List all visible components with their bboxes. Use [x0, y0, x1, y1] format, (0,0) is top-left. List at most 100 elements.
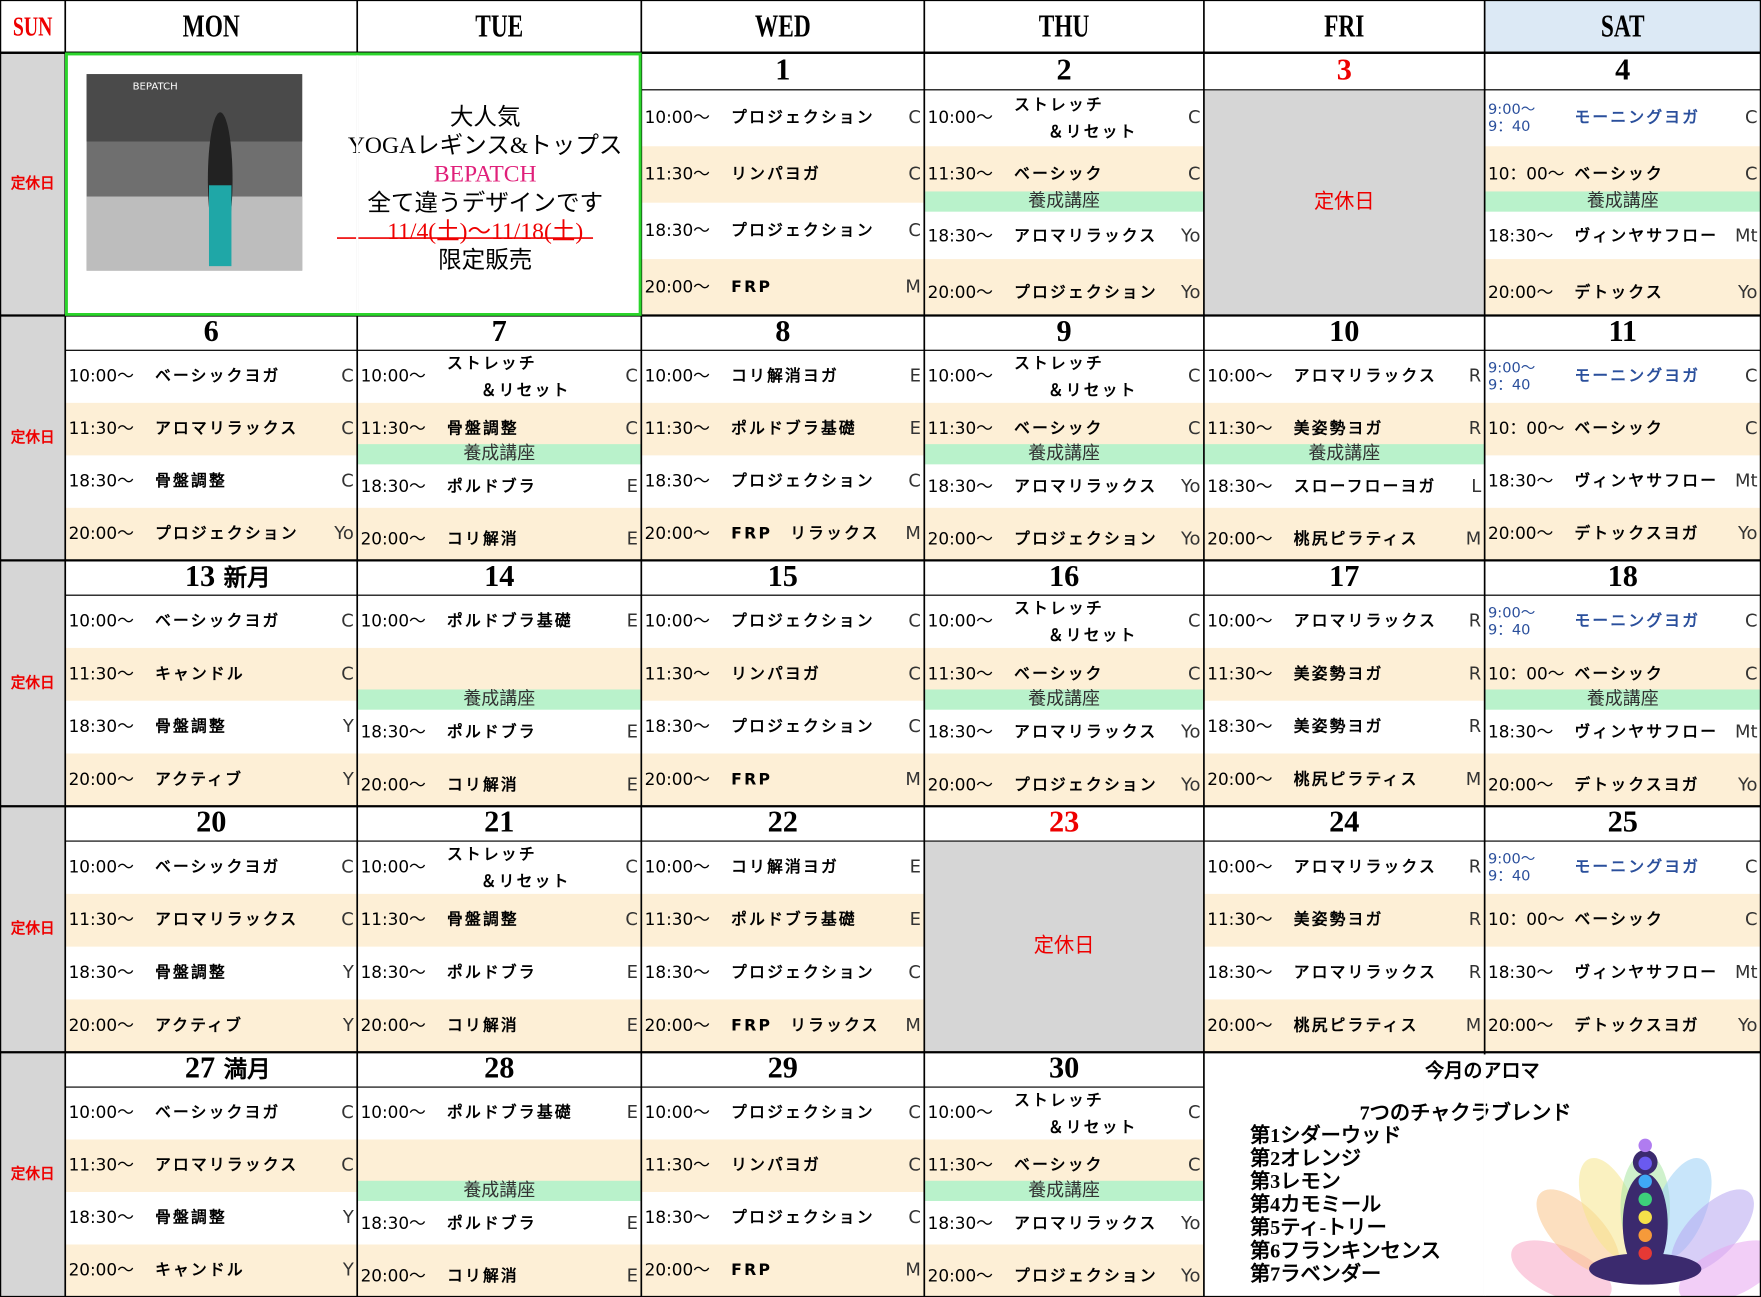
class-name: コリ解消 [447, 1015, 519, 1034]
class-time: 18:30～ [361, 1213, 426, 1233]
aroma-chakra [1638, 1228, 1652, 1242]
class-time: 11:30～ [645, 663, 710, 683]
class-time: 10：00～ [1488, 418, 1565, 438]
class-instructor: C [1188, 418, 1201, 439]
date-number: 15 [768, 559, 798, 593]
ad-photo-sky [86, 74, 303, 142]
class-instructor: Mt [1735, 226, 1758, 247]
class-name: キャンドル [155, 664, 245, 683]
class-instructor: C [1745, 366, 1758, 387]
date-number: 22 [768, 805, 798, 839]
class-time: 11:30～ [645, 418, 710, 438]
class-instructor: C [341, 909, 354, 930]
slot-bg [641, 146, 925, 203]
class-name: アロマリラックス [1014, 1213, 1157, 1232]
class-time: 18:30～ [1207, 476, 1272, 496]
course-band [1484, 191, 1761, 212]
class-time: 11:30～ [1207, 418, 1272, 438]
course-label: 養成講座 [1028, 443, 1100, 464]
class-instructor: C [341, 418, 354, 439]
course-band [924, 1180, 1204, 1201]
class-instructor: M [905, 769, 920, 790]
class-name: 骨盤調整 [155, 471, 227, 490]
class-name: FRP [731, 277, 772, 296]
class-instructor: C [625, 366, 638, 387]
class-name: ポルドブラ基礎 [731, 910, 857, 929]
class-time: 11:30～ [361, 418, 426, 438]
holiday-cell [924, 841, 1204, 1053]
ad-line: 11/4(土)～11/18(土) [387, 218, 583, 245]
class-time: 18:30～ [1488, 471, 1553, 491]
class-time: 18:30～ [1488, 722, 1553, 742]
class-time: 11:30～ [69, 418, 134, 438]
class-time: 9:00～ [1488, 851, 1535, 868]
ad-photo-sea [86, 196, 303, 271]
slot-bg [641, 259, 925, 316]
class-instructor: C [1188, 663, 1201, 684]
slot-bg [1484, 507, 1761, 561]
date-number: 28 [484, 1051, 514, 1085]
class-time: 10:00～ [1207, 611, 1272, 631]
class-instructor: R [1469, 962, 1481, 983]
class-instructor: C [341, 471, 354, 492]
slot-bg [65, 1139, 358, 1193]
date-number: 29 [768, 1051, 798, 1085]
aroma-item: 第5ティ-トリー [1250, 1215, 1387, 1239]
date-number: 7 [492, 314, 507, 348]
class-time: 11:30～ [928, 163, 993, 183]
class-instructor: E [910, 418, 921, 439]
ad-logo: BEPATCH [133, 81, 178, 92]
class-time: 20:00～ [1488, 523, 1553, 543]
slot-bg [1484, 402, 1761, 456]
class-time: 11:30～ [1207, 663, 1272, 683]
class-instructor: C [908, 220, 921, 241]
date-number: 27 [185, 1051, 215, 1085]
class-instructor: R [1469, 611, 1481, 632]
class-name: FRP リラックス [731, 524, 879, 543]
aroma-chakra [1638, 1138, 1652, 1153]
class-name: リンパヨガ [731, 664, 821, 683]
class-instructor: C [908, 962, 921, 983]
class-time: 18:30～ [361, 722, 426, 742]
aroma-item: 第2オレンジ [1250, 1146, 1361, 1170]
class-instructor: Yo [1737, 523, 1758, 544]
class-time: 9:00～ [1488, 101, 1535, 118]
class-time: 11:30～ [645, 1155, 710, 1175]
class-name: デトックス [1574, 282, 1663, 301]
sunday-closed: 定休日 [11, 919, 55, 937]
class-name: アロマリラックス [155, 419, 298, 438]
class-name: ストレッチ [1014, 95, 1104, 114]
class-instructor: E [627, 1265, 638, 1286]
date-number: 1 [775, 52, 790, 86]
class-time: 20:00～ [928, 282, 993, 302]
class-name: ヴィンヤサフロー [1574, 963, 1718, 982]
class-time: 10：00～ [1488, 663, 1565, 683]
class-instructor: E [627, 529, 638, 550]
class-instructor: Y [342, 716, 354, 737]
class-time: 20:00～ [69, 523, 134, 543]
class-instructor: C [1745, 163, 1758, 184]
holiday-cell [1203, 89, 1485, 316]
sunday-closed: 定休日 [11, 673, 55, 691]
class-time: 11:30～ [928, 418, 993, 438]
class-instructor: E [627, 722, 638, 743]
class-instructor: C [1745, 856, 1758, 877]
date-number: 18 [1608, 559, 1638, 593]
aroma-item: 第3レモン [1250, 1169, 1341, 1193]
class-time: 10:00～ [1207, 366, 1272, 386]
class-name: ポルドブラ [447, 477, 537, 496]
day-header: TUE [475, 9, 523, 44]
class-name: ベーシック [1574, 910, 1664, 929]
sunday-closed: 定休日 [11, 428, 55, 446]
aroma-petal [1511, 1240, 1612, 1297]
class-time: 20:00～ [361, 774, 426, 794]
class-name: ＆リセット [481, 872, 571, 891]
class-name: ポルドブラ基礎 [731, 419, 857, 438]
class-time: 18:30～ [645, 962, 710, 982]
class-time: 20:00～ [645, 276, 710, 296]
course-band [924, 191, 1204, 212]
course-band [357, 1180, 642, 1201]
date-number: 6 [204, 314, 219, 348]
slot-bg [641, 647, 925, 701]
